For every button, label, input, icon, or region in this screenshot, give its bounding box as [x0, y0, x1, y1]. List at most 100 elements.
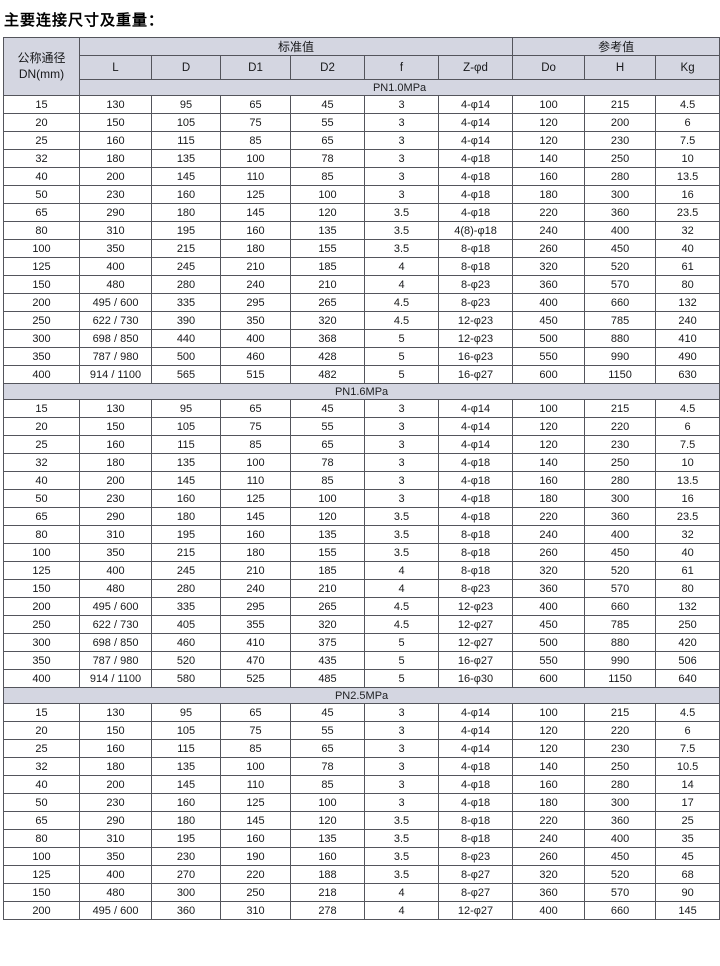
value-cell: 630: [655, 365, 720, 384]
value-cell: 155: [290, 543, 365, 562]
value-cell: 145: [151, 167, 221, 186]
value-cell: 195: [151, 525, 221, 544]
value-cell: 13.5: [655, 471, 720, 490]
dn-cell: 80: [3, 829, 80, 848]
table-row: 200 495 / 600 335 295 265 4.5 12-φ23 400 660 132: [3, 597, 720, 616]
value-cell: 480: [79, 883, 152, 902]
value-cell: 310: [79, 221, 152, 240]
value-cell: 105: [151, 113, 221, 132]
dn-cell: 25: [3, 739, 80, 758]
value-cell: 12-φ27: [437, 615, 514, 634]
table-row: 65 290 180 145 120 3.5 8-φ18 220 360 25: [3, 811, 720, 830]
table-row: 150 480 280 240 210 4 8-φ23 360 570 80: [3, 579, 720, 598]
dn-cell: 400: [3, 365, 80, 384]
value-cell: 7.5: [655, 131, 720, 150]
value-cell: 8-φ18: [437, 257, 514, 276]
value-cell: 435: [290, 651, 365, 670]
value-cell: 115: [151, 739, 221, 758]
value-cell: 482: [290, 365, 365, 384]
value-cell: 230: [584, 131, 657, 150]
value-cell: 140: [512, 149, 586, 168]
value-cell: 565: [151, 365, 221, 384]
value-cell: 160: [220, 221, 291, 240]
value-cell: 160: [151, 185, 221, 204]
value-cell: 3: [364, 149, 439, 168]
value-cell: 65: [290, 739, 365, 758]
value-cell: 4-φ18: [437, 185, 514, 204]
value-cell: 520: [584, 561, 657, 580]
value-cell: 390: [151, 311, 221, 330]
value-cell: 4-φ18: [437, 167, 514, 186]
dn-cell: 80: [3, 525, 80, 544]
value-cell: 120: [512, 739, 586, 758]
value-cell: 132: [655, 597, 720, 616]
value-cell: 280: [151, 579, 221, 598]
value-cell: 16: [655, 185, 720, 204]
value-cell: 85: [220, 131, 291, 150]
value-cell: 1150: [584, 669, 657, 688]
value-cell: 360: [584, 811, 657, 830]
value-cell: 10: [655, 453, 720, 472]
value-cell: 660: [584, 597, 657, 616]
value-cell: 16-φ27: [437, 651, 514, 670]
value-cell: 500: [151, 347, 221, 366]
value-cell: 400: [220, 329, 291, 348]
table-row: 40 200 145 110 85 3 4-φ18 160 280 13.5: [3, 167, 720, 186]
value-cell: 160: [79, 131, 152, 150]
value-cell: 622 / 730: [79, 615, 152, 634]
value-cell: 580: [151, 669, 221, 688]
value-cell: 410: [655, 329, 720, 348]
value-cell: 400: [512, 597, 586, 616]
value-cell: 8-φ18: [437, 525, 514, 544]
value-cell: 270: [151, 865, 221, 884]
table-row: 300 698 / 850 440 400 368 5 12-φ23 500 880 410: [3, 329, 720, 348]
value-cell: 100: [220, 453, 291, 472]
dn-cell: 100: [3, 239, 80, 258]
value-cell: 12-φ27: [437, 633, 514, 652]
value-cell: 8-φ27: [437, 883, 514, 902]
col-header-d1: D1: [220, 55, 291, 80]
value-cell: 100: [512, 703, 586, 722]
value-cell: 4: [364, 901, 439, 920]
dn-cell: 250: [3, 311, 80, 330]
value-cell: 310: [79, 829, 152, 848]
value-cell: 130: [79, 399, 152, 418]
header-columns-row: L D D1 D2 f Z-φd Do H Kg: [4, 55, 720, 80]
value-cell: 180: [151, 811, 221, 830]
value-cell: 4-φ18: [437, 453, 514, 472]
value-cell: 65: [220, 95, 291, 114]
value-cell: 570: [584, 579, 657, 598]
value-cell: 260: [512, 543, 586, 562]
value-cell: 25: [655, 811, 720, 830]
table-row: 200 495 / 600 360 310 278 4 12-φ27 400 660 145: [3, 901, 720, 920]
value-cell: 265: [290, 597, 365, 616]
dn-cell: 20: [3, 417, 80, 436]
table-row: 65 290 180 145 120 3.5 4-φ18 220 360 23.5: [3, 203, 720, 222]
value-cell: 600: [512, 669, 586, 688]
value-cell: 160: [512, 471, 586, 490]
value-cell: 335: [151, 293, 221, 312]
table-row: 80 310 195 160 135 3.5 8-φ18 240 400 32: [3, 525, 720, 544]
value-cell: 6: [655, 417, 720, 436]
table-row: 350 787 / 980 520 470 435 5 16-φ27 550 990 506: [3, 651, 720, 670]
value-cell: 5: [364, 651, 439, 670]
value-cell: 130: [79, 95, 152, 114]
value-cell: 3.5: [364, 811, 439, 830]
value-cell: 45: [290, 703, 365, 722]
dn-cell: 40: [3, 471, 80, 490]
value-cell: 4-φ14: [437, 399, 514, 418]
value-cell: 280: [584, 167, 657, 186]
value-cell: 485: [290, 669, 365, 688]
dn-cell: 200: [3, 901, 80, 920]
value-cell: 250: [220, 883, 291, 902]
table-row: 400 914 / 1100 580 525 485 5 16-φ30 600 1150 640: [3, 669, 720, 688]
table-row: 100 350 215 180 155 3.5 8-φ18 260 450 40: [3, 543, 720, 562]
value-cell: 6: [655, 721, 720, 740]
value-cell: 3: [364, 453, 439, 472]
value-cell: 335: [151, 597, 221, 616]
value-cell: 45: [290, 95, 365, 114]
value-cell: 23.5: [655, 507, 720, 526]
dn-cell: 100: [3, 847, 80, 866]
value-cell: 8-φ23: [437, 579, 514, 598]
value-cell: 12-φ27: [437, 901, 514, 920]
